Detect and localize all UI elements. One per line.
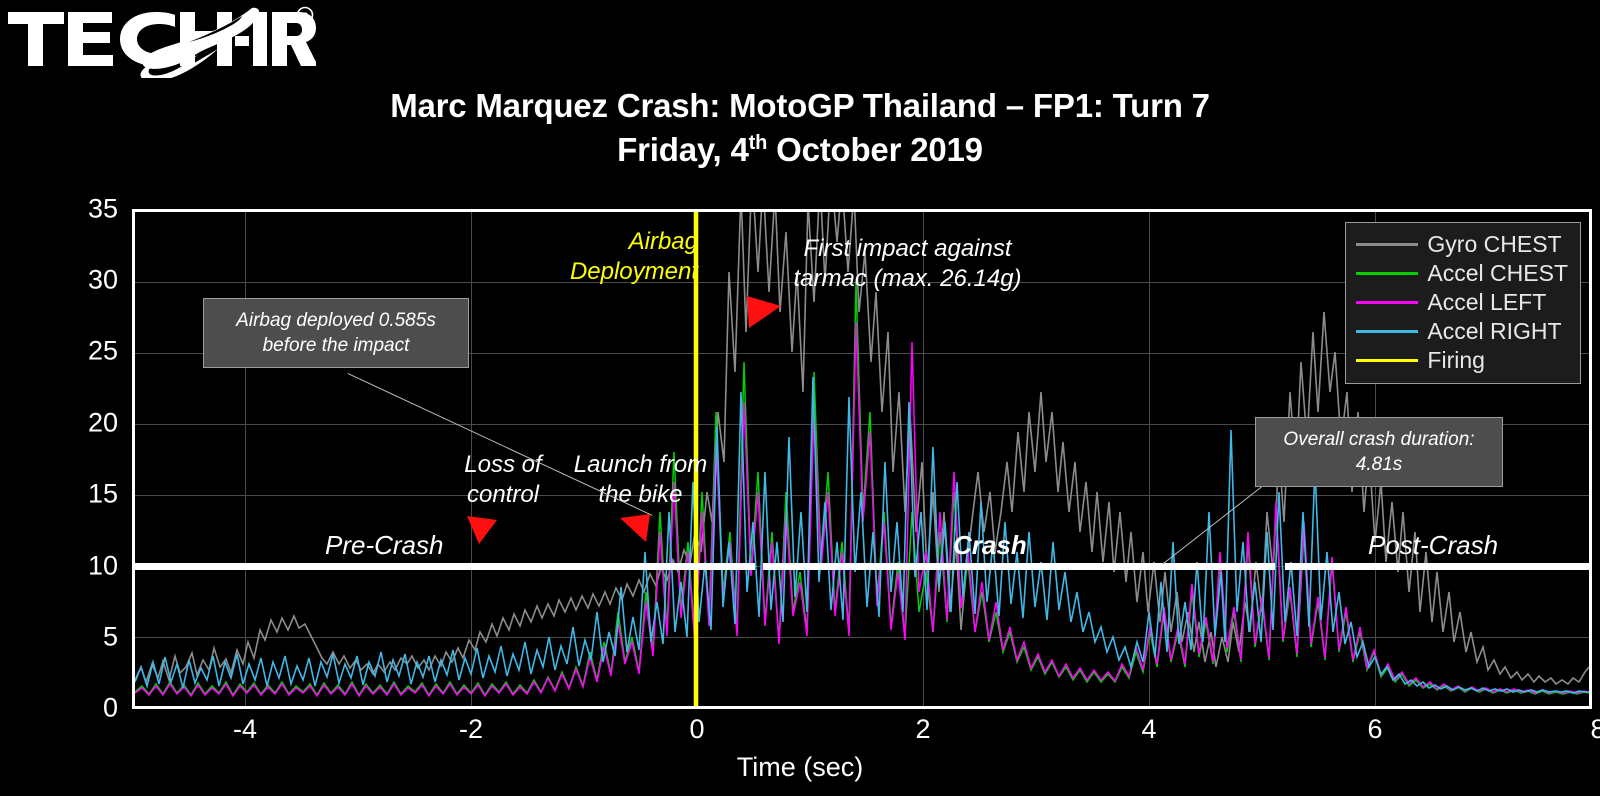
annotation-airbag-deployment: Airbag Deployment <box>569 228 698 285</box>
x-tick-0: 0 <box>689 714 705 744</box>
svg-text:R: R <box>302 11 309 21</box>
annotation-first-impact: First impact against tarmac (max. 26.14g… <box>793 235 1022 292</box>
y-tick-30: 30 <box>87 264 118 295</box>
x-axis-title: Time (sec) <box>736 752 864 782</box>
arrow-first-impact <box>747 296 781 328</box>
gridline-x-4 <box>1149 212 1150 706</box>
phase-label-postcrash: Post-Crash <box>1368 530 1499 560</box>
y-tick-10: 10 <box>87 550 118 581</box>
techair-logo: R <box>6 6 316 78</box>
legend-label-firing: Firing <box>1427 347 1485 373</box>
legend-item-gyro-chest[interactable]: Gyro CHEST <box>1356 230 1568 259</box>
gridline-x-2 <box>923 212 924 706</box>
gridline-y-5 <box>135 637 1589 638</box>
legend-item-accel-right[interactable]: Accel RIGHT <box>1356 317 1568 346</box>
phase-bar-postcrash <box>1285 563 1589 570</box>
legend-item-accel-chest[interactable]: Accel CHEST <box>1356 259 1568 288</box>
x-tick-4: 4 <box>1141 714 1157 744</box>
techair-star-logo: R <box>8 6 316 78</box>
arrow-launch-from-bike <box>620 514 650 542</box>
y-tick-20: 20 <box>87 407 118 438</box>
gridline-y-20 <box>135 424 1589 425</box>
legend-swatch-firing <box>1356 359 1419 362</box>
y-tick-5: 5 <box>102 621 118 652</box>
phase-bar-precrash <box>135 563 755 570</box>
y-tick-35: 35 <box>87 193 118 224</box>
y-tick-25: 25 <box>87 335 118 366</box>
x-tick--2: -2 <box>458 714 483 744</box>
title-line-2-pre: Friday, 4 <box>617 131 749 168</box>
chart-legend: Gyro CHEST Accel CHEST Accel LEFT Accel … <box>1345 222 1581 384</box>
y-tick-0: 0 <box>102 692 118 723</box>
page-title: Marc Marquez Crash: MotoGP Thailand – FP… <box>0 84 1600 172</box>
callout-crash-duration: Overall crash duration: 4.81s <box>1255 417 1503 487</box>
title-line-2-post: October 2019 <box>767 131 983 168</box>
x-tick--4: -4 <box>232 714 257 744</box>
arrow-loss-of-control <box>467 516 497 544</box>
chart-series-layer <box>135 212 1589 706</box>
legend-label-gyro-chest: Gyro CHEST <box>1427 231 1562 257</box>
x-tick-8: 8 <box>1590 714 1600 744</box>
phase-label-crash: Crash <box>953 530 1027 560</box>
phase-bar-crash <box>763 563 1275 570</box>
legend-swatch-accel-chest <box>1356 272 1419 275</box>
y-tick-15: 15 <box>87 478 118 509</box>
annotation-launch-from-bike: Launch from the bike <box>573 451 708 508</box>
legend-label-accel-right: Accel RIGHT <box>1427 318 1562 344</box>
series-accel-right <box>135 376 1589 694</box>
x-tick-2: 2 <box>915 714 931 744</box>
callout-airbag-deployed: Airbag deployed 0.585s before the impact <box>203 298 469 368</box>
gridline-x--2 <box>471 212 472 706</box>
legend-item-firing[interactable]: Firing <box>1356 346 1568 375</box>
legend-label-accel-left: Accel LEFT <box>1427 289 1547 315</box>
title-line-1: Marc Marquez Crash: MotoGP Thailand – FP… <box>390 87 1210 124</box>
phase-label-precrash: Pre-Crash <box>325 530 444 560</box>
title-ordinal-suffix: th <box>748 132 768 154</box>
title-line-2: Friday, 4th October 2019 <box>0 128 1600 172</box>
legend-swatch-gyro-chest <box>1356 243 1419 246</box>
legend-item-accel-left[interactable]: Accel LEFT <box>1356 288 1568 317</box>
gridline-x--4 <box>245 212 246 706</box>
x-tick-6: 6 <box>1367 714 1383 744</box>
legend-swatch-accel-right <box>1356 330 1419 333</box>
legend-swatch-accel-left <box>1356 301 1419 304</box>
gridline-y-25 <box>135 353 1589 354</box>
legend-label-accel-chest: Accel CHEST <box>1427 260 1568 286</box>
